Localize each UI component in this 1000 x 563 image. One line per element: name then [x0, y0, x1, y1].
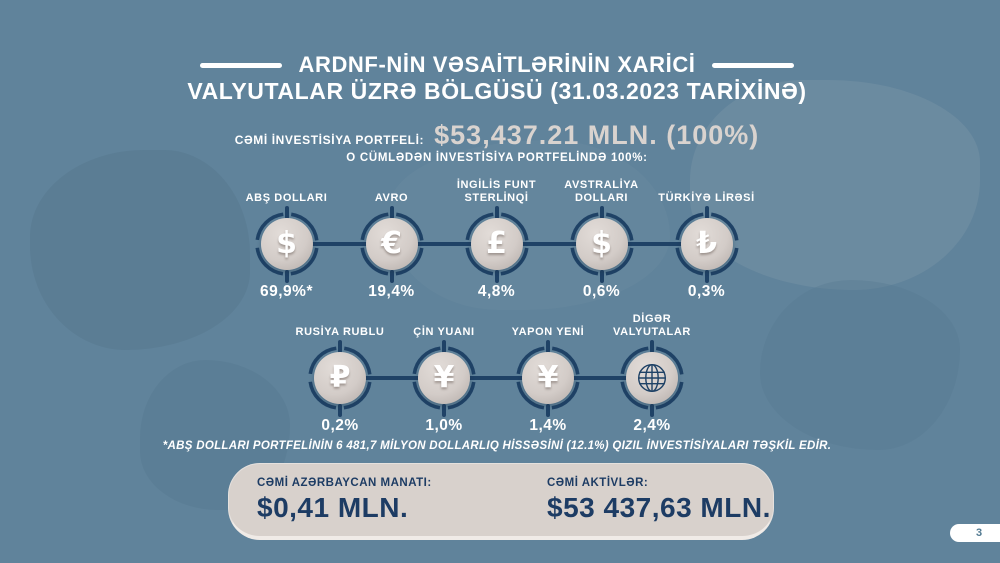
yen-icon: ¥	[522, 352, 574, 404]
connector-stub	[338, 404, 342, 417]
map-shape	[30, 150, 250, 350]
manat-total-value: $0,41 MLN.	[257, 492, 409, 523]
manat-total-label: CƏMİ AZƏRBAYCAN MANATI:	[257, 477, 432, 489]
footnote: *ABŞ DOLLARI PORTFELİNİN 6 481,7 MİLYON …	[162, 440, 832, 452]
assets-total-block: CƏMİ AKTİVLƏR: $53 437,63 MLN.	[547, 477, 771, 524]
currency-label: RUSİYA RUBLU	[295, 326, 385, 338]
currency-label: ABŞ DOLLARI	[245, 192, 328, 204]
currency-node-usd: ABŞ DOLLARI $ 69,9%*	[234, 175, 339, 307]
connector-stub	[494, 270, 499, 283]
currency-node-rub: RUSİYA RUBLU ₽ 0,2%	[288, 309, 392, 441]
currency-percent: 0,2%	[321, 417, 359, 434]
ruble-icon: ₽	[314, 352, 366, 404]
title-dash-left	[200, 62, 283, 68]
portfolio-subtitle: O CÜMLƏDƏN İNVESTİSİYA PORTFELİNDƏ 100%:	[346, 152, 648, 164]
dollar-icon: $	[575, 218, 628, 270]
title-line2: VALYUTALAR ÜZRƏ BÖLGÜSÜ (31.03.2023 TARİ…	[187, 78, 807, 104]
currency-row-1: ABŞ DOLLARI $ 69,9%* AVRO € 19,4% İNGİLİ…	[234, 175, 759, 307]
connector-stub	[599, 206, 604, 219]
currency-percent: 69,9%*	[260, 283, 313, 300]
currency-percent: 19,4%	[368, 283, 415, 300]
dollar-icon: $	[260, 218, 313, 270]
connector-stub	[599, 270, 604, 283]
currency-row-2: RUSİYA RUBLU ₽ 0,2% ÇİN YUANI ¥ 1,0% YAP…	[288, 309, 704, 441]
totals-panel: CƏMİ AZƏRBAYCAN MANATI: $0,41 MLN. CƏMİ …	[228, 463, 774, 540]
euro-icon: €	[365, 218, 418, 270]
currency-node-aud: AVSTRALİYA DOLLARI $ 0,6%	[549, 175, 654, 307]
connector-stub	[704, 270, 709, 283]
currency-percent: 1,0%	[425, 417, 463, 434]
connector-stub	[650, 340, 654, 353]
connector-stub	[284, 206, 289, 219]
pound-icon: £	[470, 218, 523, 270]
portfolio-total-value: $53,437.21 MLN. (100%)	[434, 120, 760, 150]
currency-node-cny: ÇİN YUANI ¥ 1,0%	[392, 309, 496, 441]
manat-total-block: CƏMİ AZƏRBAYCAN MANATI: $0,41 MLN.	[257, 477, 432, 524]
connector-stub	[389, 206, 394, 219]
currency-label: AVRO	[374, 192, 409, 204]
page-number: 3	[975, 527, 983, 539]
currency-percent: 0,6%	[582, 283, 621, 300]
title-dash-right	[711, 62, 794, 68]
currency-label: ÇİN YUANI	[413, 326, 475, 338]
currency-percent: 2,4%	[633, 417, 671, 434]
connector-stub	[704, 206, 709, 219]
currency-percent: 0,3%	[687, 283, 726, 300]
connector-stub	[389, 270, 394, 283]
connector-stub	[338, 340, 342, 353]
connector-stub	[650, 404, 654, 417]
currency-node-try: TÜRKİYƏ LİRƏSİ ₺ 0,3%	[654, 175, 759, 307]
page-title: ARDNF-NİN VƏSAİTLƏRİNİN XARİCİ VALYUTALA…	[0, 52, 994, 105]
map-shape	[760, 280, 960, 450]
connector-stub	[546, 340, 550, 353]
currency-node-other: DİGƏR VALYUTALAR 2,4%	[600, 309, 704, 441]
currency-percent: 1,4%	[529, 417, 567, 434]
page-number-badge: 3	[950, 524, 1000, 542]
portfolio-total-row: CƏMİ İNVESTİSİYA PORTFELİ: $53,437.21 ML…	[0, 120, 994, 151]
currency-node-eur: AVRO € 19,4%	[339, 175, 444, 307]
lira-icon: ₺	[680, 218, 733, 270]
currency-label: TÜRKİYƏ LİRƏSİ	[658, 192, 755, 204]
connector-line	[340, 376, 652, 380]
currency-label: DİGƏR VALYUTALAR	[613, 313, 691, 338]
assets-total-value: $53 437,63 MLN.	[547, 492, 771, 523]
connector-stub	[284, 270, 289, 283]
portfolio-total-label: CƏMİ İNVESTİSİYA PORTFELİ:	[234, 133, 425, 147]
currency-label: İNGİLİS FUNT STERLİNQİ	[456, 179, 537, 204]
connector-stub	[442, 404, 446, 417]
currency-label: AVSTRALİYA DOLLARI	[564, 179, 639, 204]
currency-node-jpy: YAPON YENİ ¥ 1,4%	[496, 309, 600, 441]
currency-percent: 4,8%	[477, 283, 516, 300]
assets-total-label: CƏMİ AKTİVLƏR:	[547, 477, 649, 489]
currency-label: YAPON YENİ	[511, 326, 585, 338]
connector-stub	[494, 206, 499, 219]
connector-stub	[546, 404, 550, 417]
globe-icon	[626, 352, 678, 404]
connector-stub	[442, 340, 446, 353]
title-line1: ARDNF-NİN VƏSAİTLƏRİNİN XARİCİ	[298, 52, 696, 77]
currency-node-gbp: İNGİLİS FUNT STERLİNQİ £ 4,8%	[444, 175, 549, 307]
yuan-icon: ¥	[418, 352, 470, 404]
